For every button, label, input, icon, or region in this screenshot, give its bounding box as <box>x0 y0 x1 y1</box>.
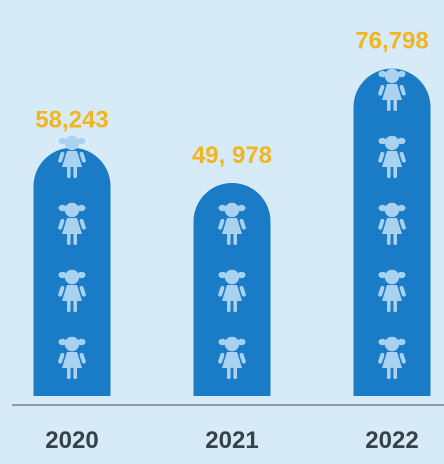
labels-layer: 58,243 2020 49, 978 2021 76,798 2022 <box>35 28 428 454</box>
x-tick-label-2020: 2020 <box>45 427 98 454</box>
value-label-2020: 58,243 <box>35 107 108 134</box>
value-label-2022: 76,798 <box>355 28 428 55</box>
value-label-2021: 49, 978 <box>192 142 272 169</box>
x-tick-label-2021: 2021 <box>205 427 258 454</box>
bars-layer <box>33 68 431 396</box>
x-tick-label-2022: 2022 <box>365 427 418 454</box>
